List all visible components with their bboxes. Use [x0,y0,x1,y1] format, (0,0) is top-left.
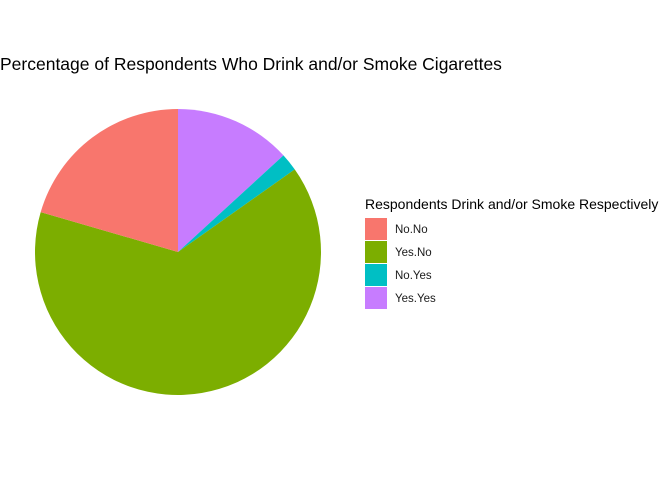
legend-swatch [365,241,387,263]
pie-slice-yes-no [35,169,322,395]
legend-swatch [365,218,387,240]
legend-swatch [365,287,387,309]
legend-swatch [365,264,387,286]
legend: Respondents Drink and/or Smoke Respectiv… [365,196,658,309]
legend-item-no-no: No.No [365,218,428,240]
pie-slice-no-no [40,109,179,252]
legend-items: No.No Yes.No No.Yes Yes.Yes [365,218,436,309]
legend-item-no-yes: No.Yes [365,264,432,286]
legend-item-yes-no: Yes.No [365,241,432,263]
legend-label: No.Yes [395,270,432,282]
pie-slice-no-yes [178,155,295,252]
legend-title: Respondents Drink and/or Smoke Respectiv… [365,196,658,212]
legend-label: Yes.No [395,247,432,259]
legend-label: Yes.Yes [395,293,436,305]
legend-item-yes-yes: Yes.Yes [365,287,436,309]
pie-slice-yes-yes [178,109,284,252]
pie-slices [35,109,322,395]
legend-label: No.No [395,224,428,236]
chart-title: Percentage of Respondents Who Drink and/… [0,54,502,74]
